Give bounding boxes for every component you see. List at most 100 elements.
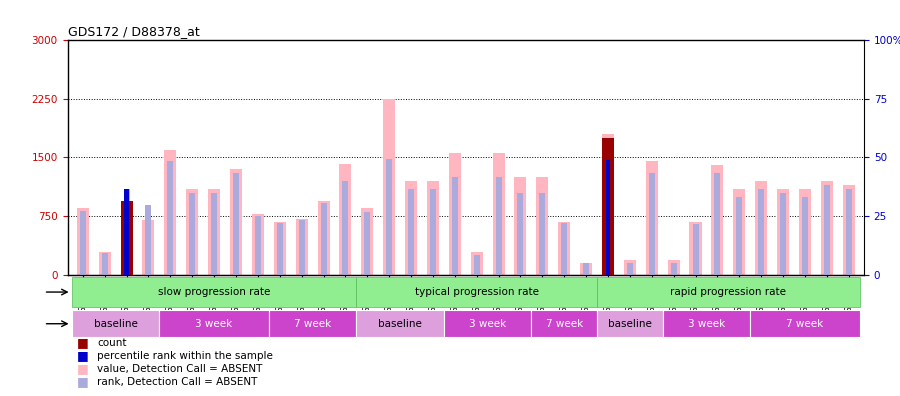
Text: percentile rank within the sample: percentile rank within the sample — [97, 350, 273, 361]
Text: 7 week: 7 week — [294, 319, 331, 329]
Bar — [597, 310, 662, 337]
Bar — [649, 173, 655, 275]
Bar — [99, 252, 111, 275]
Bar — [386, 159, 392, 275]
Text: count: count — [97, 337, 127, 348]
Text: ■: ■ — [76, 362, 88, 375]
Bar — [167, 160, 174, 275]
Bar — [624, 259, 636, 275]
Bar — [72, 277, 356, 307]
Bar — [536, 177, 548, 275]
Bar — [121, 201, 132, 275]
Bar — [846, 189, 851, 275]
Bar — [295, 219, 308, 275]
Bar — [142, 220, 155, 275]
Bar — [318, 201, 329, 275]
Bar — [383, 99, 395, 275]
Bar — [356, 277, 597, 307]
Bar — [496, 177, 501, 275]
Bar — [102, 253, 108, 275]
Bar — [515, 177, 526, 275]
Text: baseline: baseline — [608, 319, 652, 329]
Bar — [186, 189, 198, 275]
Bar — [405, 181, 417, 275]
Bar — [212, 193, 217, 275]
Text: ■: ■ — [76, 336, 88, 349]
Bar — [427, 181, 439, 275]
Bar — [356, 310, 444, 337]
Text: 3 week: 3 week — [469, 319, 507, 329]
Bar — [711, 165, 724, 275]
Text: baseline: baseline — [378, 319, 422, 329]
Bar — [364, 211, 370, 275]
Bar — [689, 222, 701, 275]
Bar — [230, 169, 242, 275]
Bar — [562, 223, 567, 275]
Bar — [645, 161, 658, 275]
Text: GDS172 / D88378_at: GDS172 / D88378_at — [68, 25, 199, 38]
Bar — [452, 177, 458, 275]
Bar — [165, 150, 176, 275]
Bar — [842, 185, 855, 275]
Bar — [605, 161, 611, 275]
Text: 3 week: 3 week — [688, 319, 725, 329]
Bar — [233, 173, 239, 275]
Bar — [361, 208, 374, 275]
Bar — [276, 223, 283, 275]
Bar — [734, 189, 745, 275]
Bar — [668, 259, 680, 275]
Bar — [430, 189, 436, 275]
Text: typical progression rate: typical progression rate — [415, 287, 539, 297]
Bar — [824, 185, 830, 275]
Text: ■: ■ — [76, 349, 88, 362]
Bar — [539, 193, 545, 275]
Bar — [715, 173, 720, 275]
Bar — [531, 310, 597, 337]
Bar — [583, 263, 590, 275]
Bar — [121, 201, 132, 275]
Text: ■: ■ — [76, 375, 88, 388]
Bar — [518, 193, 524, 275]
Bar — [670, 263, 677, 275]
Bar — [159, 310, 269, 337]
Bar — [80, 211, 86, 275]
Bar — [449, 154, 461, 275]
Bar — [123, 189, 130, 275]
Bar — [602, 138, 614, 275]
Bar — [821, 181, 833, 275]
Text: rapid progression rate: rapid progression rate — [670, 287, 787, 297]
Bar — [558, 222, 571, 275]
Bar — [780, 193, 786, 275]
Bar — [146, 204, 151, 275]
Bar — [274, 222, 286, 275]
Bar — [208, 189, 220, 275]
Bar — [755, 181, 767, 275]
Bar — [662, 310, 751, 337]
Bar — [269, 310, 356, 337]
Bar — [255, 216, 261, 275]
Text: 3 week: 3 week — [195, 319, 233, 329]
Bar — [342, 181, 348, 275]
Bar — [473, 255, 480, 275]
Bar — [189, 193, 195, 275]
Bar — [758, 189, 764, 275]
Bar — [124, 189, 129, 275]
Bar — [602, 134, 614, 275]
Bar — [606, 160, 610, 275]
Bar — [76, 208, 89, 275]
Bar — [597, 277, 860, 307]
Text: baseline: baseline — [94, 319, 138, 329]
Bar — [692, 224, 698, 275]
Bar — [777, 189, 789, 275]
Bar — [627, 263, 633, 275]
Bar — [444, 310, 531, 337]
Bar — [736, 197, 742, 275]
Text: slow progression rate: slow progression rate — [158, 287, 270, 297]
Bar — [580, 263, 592, 275]
Bar — [252, 214, 264, 275]
Text: value, Detection Call = ABSENT: value, Detection Call = ABSENT — [97, 364, 263, 374]
Bar — [299, 220, 304, 275]
Bar — [339, 164, 351, 275]
Text: 7 week: 7 week — [787, 319, 824, 329]
Text: 7 week: 7 week — [545, 319, 583, 329]
